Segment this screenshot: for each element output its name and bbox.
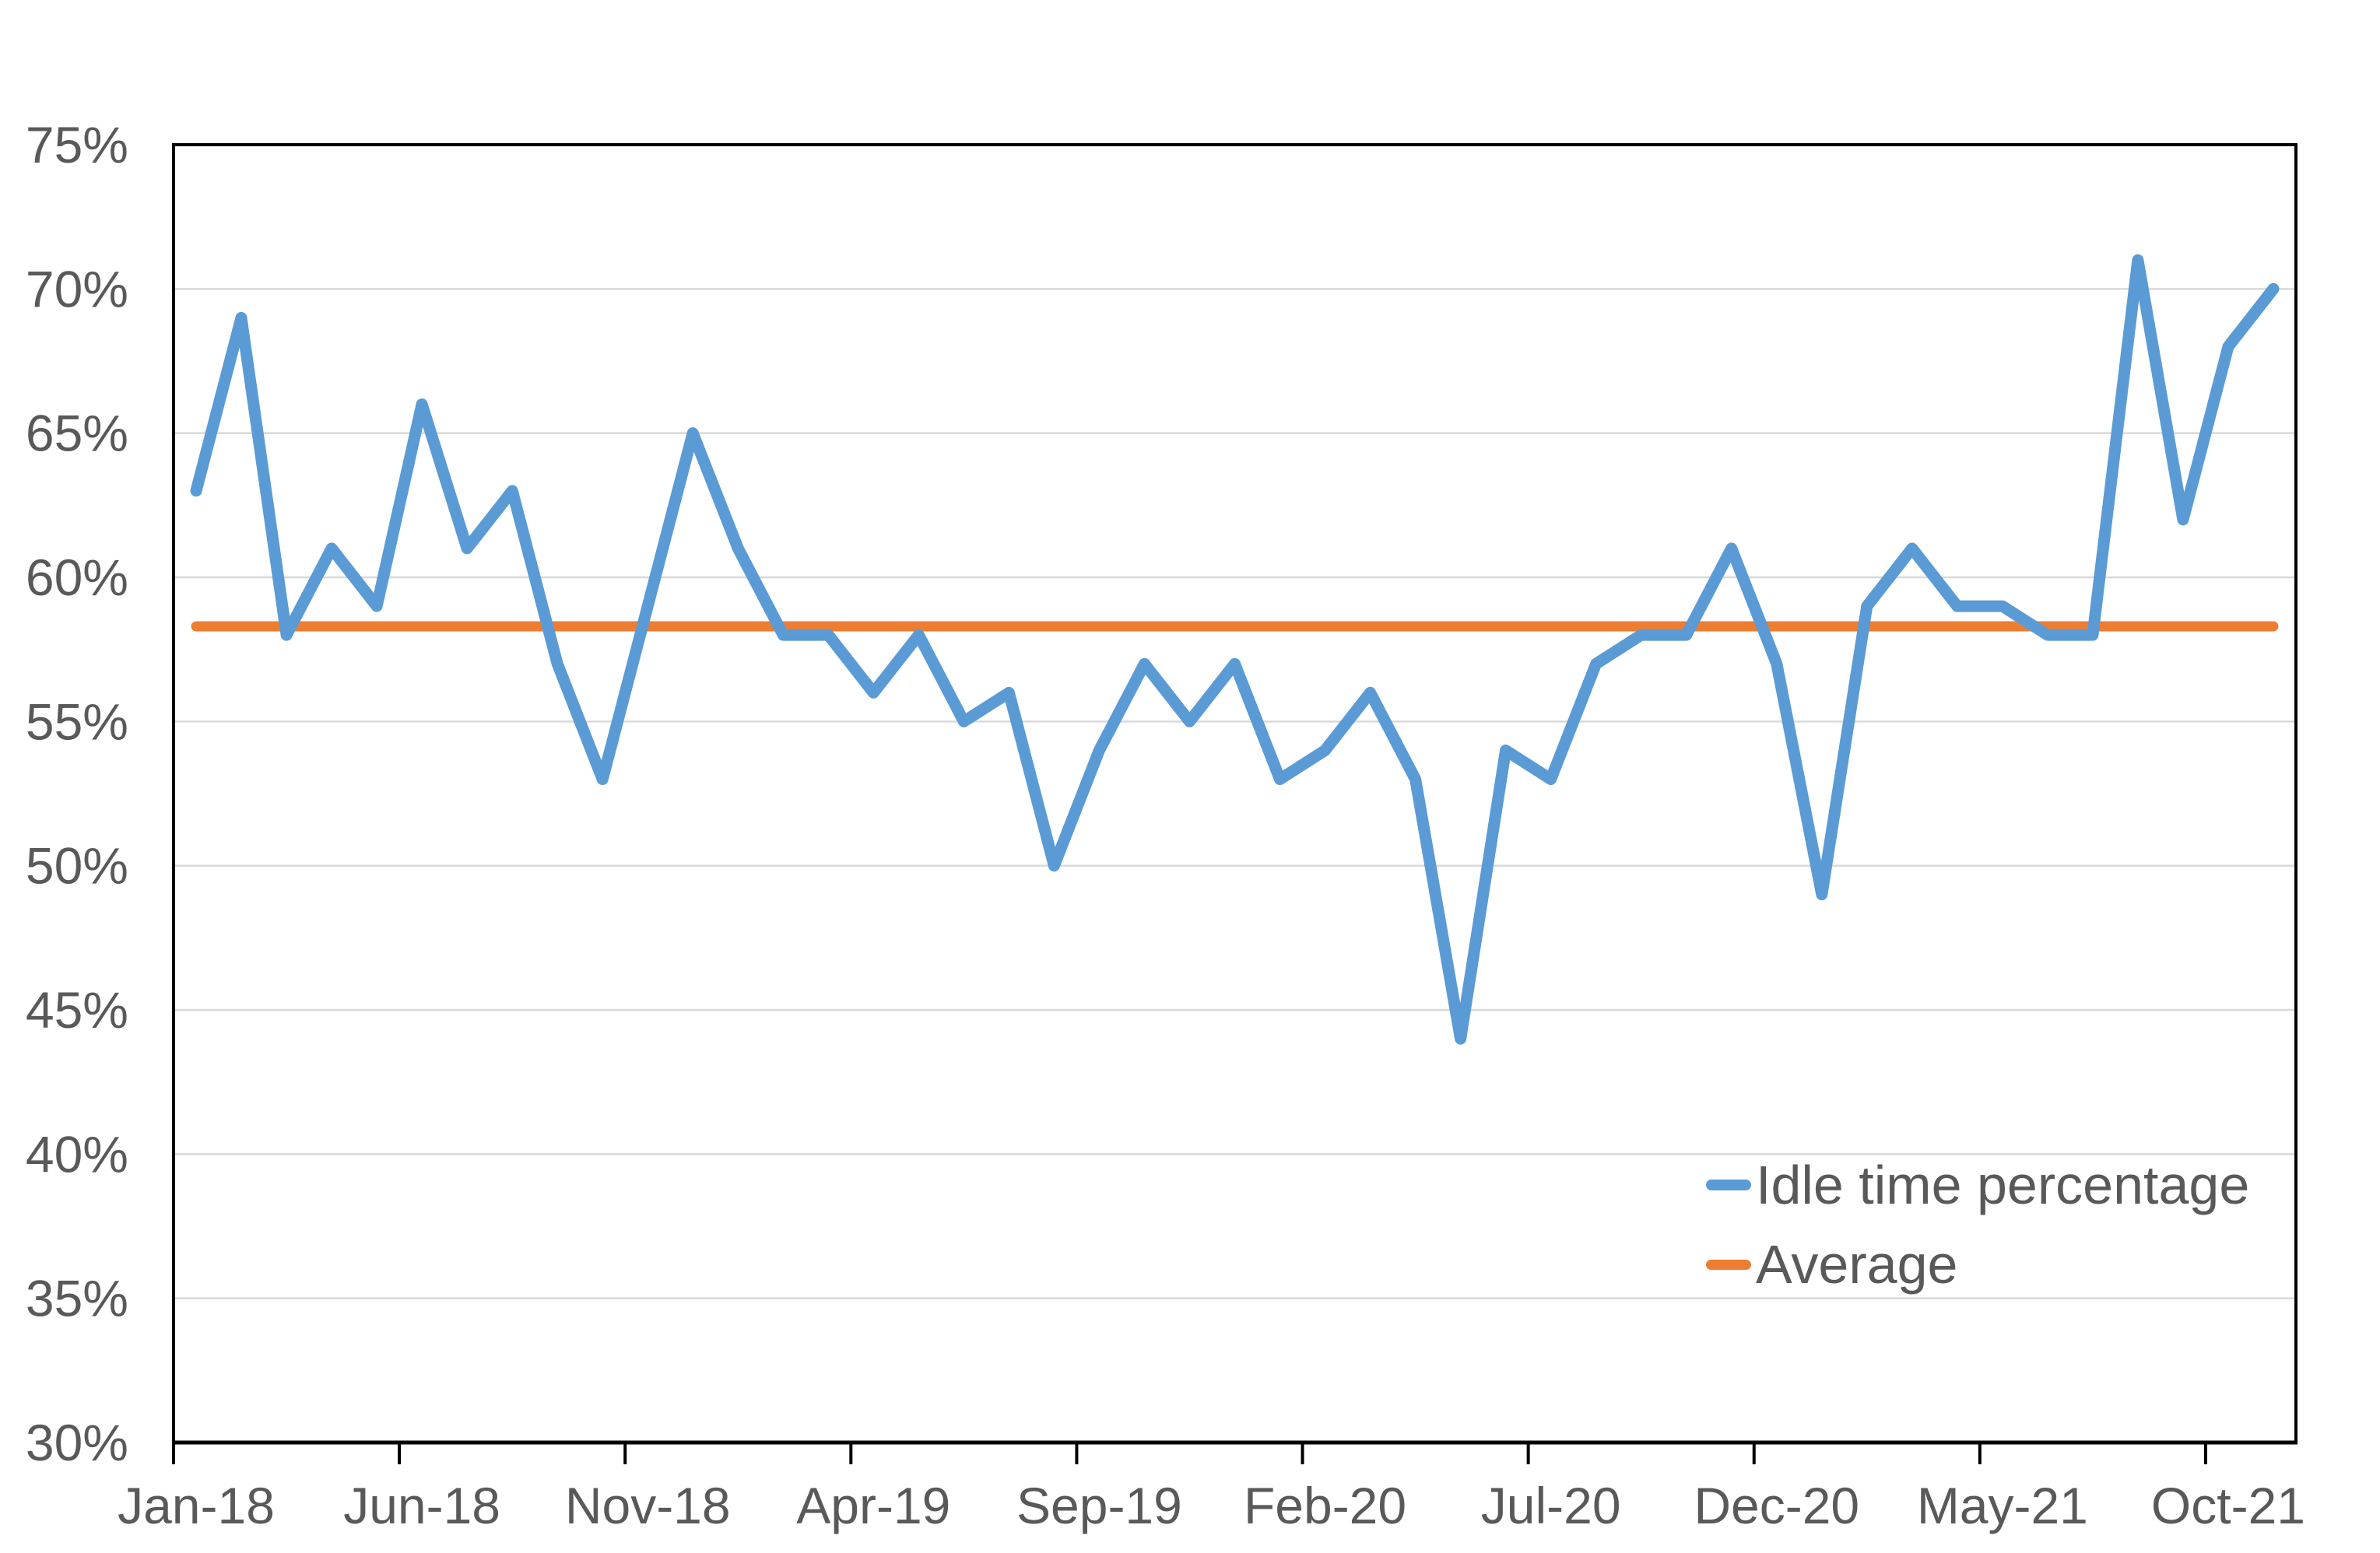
x-axis-labels: Jan-18 Jun-18 Nov-18 Apr-19 Sep-19 Feb-20 Jul-… xyxy=(118,1477,2305,1534)
x-axis-label-Feb-20: Feb-20 xyxy=(1244,1477,1406,1534)
idle-time-series xyxy=(190,254,2280,1045)
plot-border xyxy=(172,143,2298,1445)
x-axis-label-Sep-19: Sep-19 xyxy=(1016,1477,1182,1534)
x-axis-label-Nov-18: Nov-18 xyxy=(565,1477,731,1534)
x-axis-label-May-21: May-21 xyxy=(1917,1477,2088,1534)
x-axis-label-Jan-18: Jan-18 xyxy=(118,1477,275,1534)
y-axis-label-75pct: 75% xyxy=(26,116,128,174)
legend-line-marker-idle xyxy=(1706,1180,1751,1190)
y-axis-label-70pct: 70% xyxy=(26,260,128,317)
x-axis-label-Jul-20: Jul-20 xyxy=(1481,1477,1621,1534)
idle-time-series-line xyxy=(190,254,2280,1045)
legend-label-average: Average xyxy=(1756,1234,1958,1295)
y-axis-label-60pct: 60% xyxy=(26,549,128,606)
y-axis-label-65pct: 65% xyxy=(26,405,128,462)
x-axis-label-Oct-21: Oct-21 xyxy=(2151,1477,2305,1534)
y-axis-label-50pct: 50% xyxy=(26,837,128,895)
x-axis-label-Dec-20: Dec-20 xyxy=(1694,1477,1859,1534)
y-axis-labels: 30% 35% 40% 45% 50% 55% 60% 65% 70% 75% xyxy=(26,116,128,1471)
y-axis-label-30pct: 30% xyxy=(26,1414,128,1471)
y-axis-label-55pct: 55% xyxy=(26,692,128,750)
x-axis-ticks xyxy=(172,1443,2207,1464)
x-axis-label-Apr-19: Apr-19 xyxy=(796,1477,950,1534)
y-axis-label-35pct: 35% xyxy=(26,1270,128,1327)
x-axis-label-Jun-18: Jun-18 xyxy=(343,1477,500,1534)
y-axis-label-45pct: 45% xyxy=(26,981,128,1039)
gridlines xyxy=(174,288,2296,1299)
legend-item-idle-time: Idle time percentage xyxy=(1706,1145,2249,1225)
legend-item-average: Average xyxy=(1706,1225,2249,1304)
legend: Idle time percentage Average xyxy=(1706,1145,2249,1304)
y-axis-label-40pct: 40% xyxy=(26,1125,128,1183)
legend-label-idle: Idle time percentage xyxy=(1756,1155,2250,1215)
legend-line-marker-average xyxy=(1706,1259,1751,1270)
